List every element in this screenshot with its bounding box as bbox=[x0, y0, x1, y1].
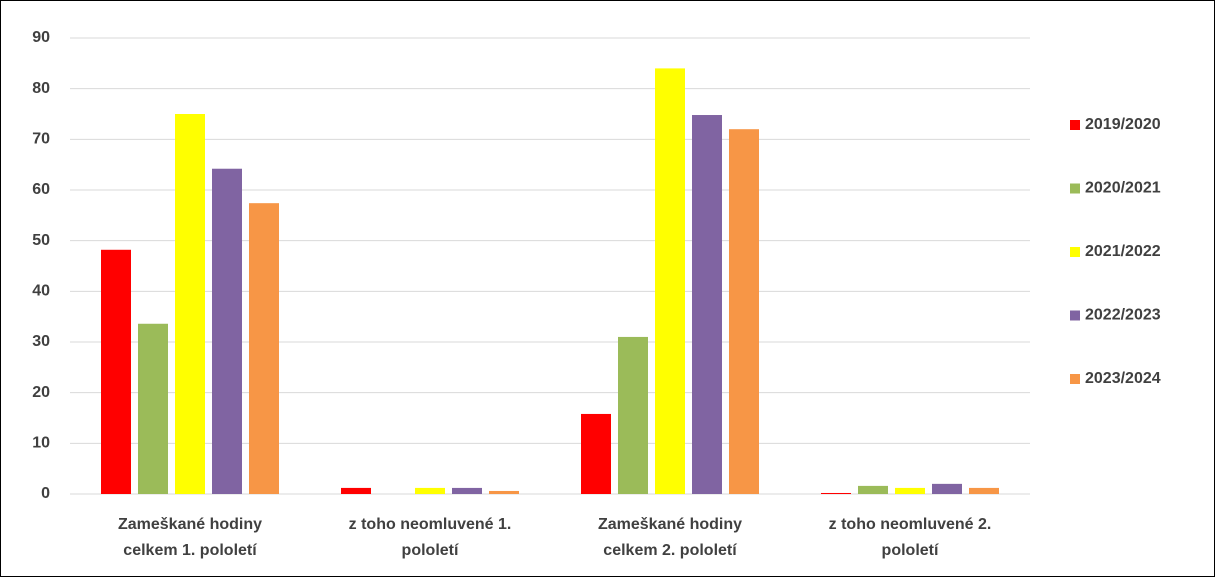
bar bbox=[138, 323, 168, 494]
legend-swatch bbox=[1070, 183, 1080, 194]
bar bbox=[581, 413, 611, 494]
bar bbox=[821, 492, 851, 494]
legend-label: 2020/2021 bbox=[1085, 180, 1161, 197]
legend-label: 2022/2023 bbox=[1085, 307, 1161, 324]
x-tick-label: Zameškané hodiny celkem 2. pololetí bbox=[597, 516, 743, 559]
legend-label: 2023/2024 bbox=[1085, 370, 1161, 387]
bar bbox=[858, 485, 888, 494]
bar bbox=[101, 249, 131, 494]
bar bbox=[341, 487, 371, 494]
y-tick-label: 10 bbox=[32, 435, 50, 452]
bar bbox=[489, 490, 519, 494]
y-tick-label: 30 bbox=[32, 333, 50, 350]
legend-label: 2019/2020 bbox=[1085, 116, 1161, 133]
bar bbox=[692, 115, 722, 494]
legend-label: 2021/2022 bbox=[1085, 243, 1161, 260]
bar bbox=[618, 336, 648, 494]
legend-swatch bbox=[1070, 247, 1080, 257]
legend-swatch bbox=[1070, 310, 1080, 321]
bar bbox=[249, 203, 279, 494]
y-tick-label: 0 bbox=[41, 485, 50, 502]
bar bbox=[452, 487, 482, 494]
y-tick-label: 80 bbox=[32, 80, 50, 97]
bar bbox=[895, 487, 925, 494]
bar bbox=[969, 487, 999, 494]
y-tick-label: 90 bbox=[32, 29, 50, 46]
bar bbox=[415, 487, 445, 494]
legend-swatch bbox=[1070, 120, 1080, 130]
legend-swatch bbox=[1070, 374, 1080, 384]
x-tick-label: z toho neomluvené 2. pololetí bbox=[828, 516, 992, 559]
y-tick-label: 60 bbox=[32, 181, 50, 198]
bar bbox=[212, 168, 242, 494]
x-tick-label: z toho neomluvené 1. pololetí bbox=[348, 516, 512, 559]
y-tick-label: 50 bbox=[32, 232, 50, 249]
y-tick-label: 40 bbox=[32, 283, 50, 300]
bar bbox=[932, 483, 962, 494]
bar bbox=[655, 68, 685, 495]
y-tick-label: 70 bbox=[32, 131, 50, 148]
x-tick-label: Zameškané hodiny celkem 1. pololetí bbox=[117, 516, 263, 559]
bar bbox=[729, 129, 759, 494]
bar bbox=[175, 114, 205, 494]
y-tick-label: 20 bbox=[32, 384, 50, 401]
